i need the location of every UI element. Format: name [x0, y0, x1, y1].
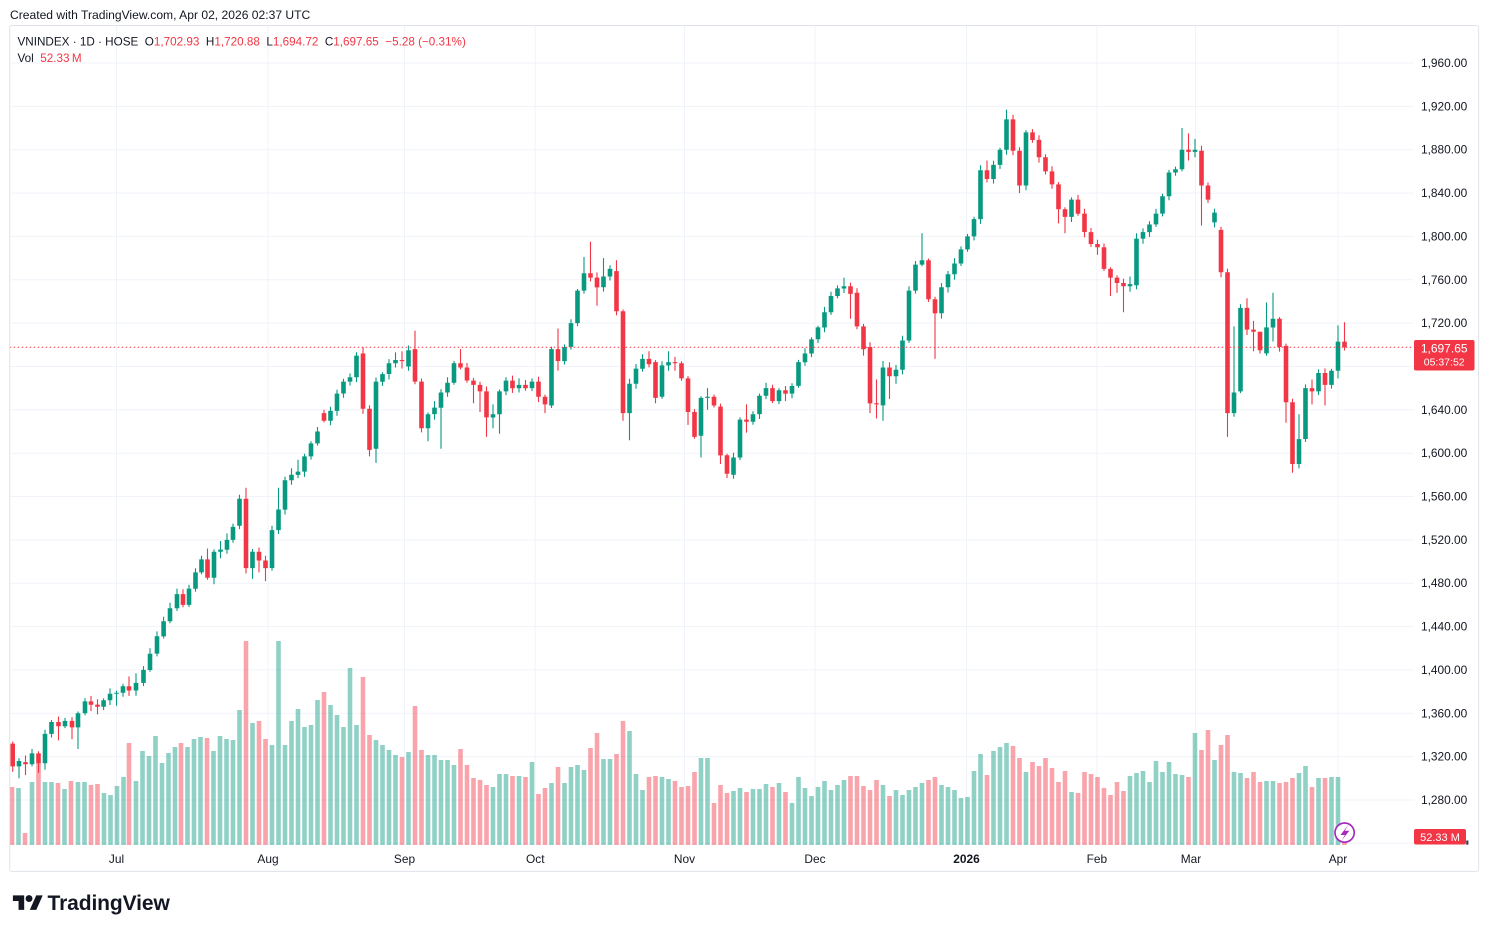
svg-text:1,920.00: 1,920.00: [1421, 99, 1468, 113]
svg-text:1,480.00: 1,480.00: [1421, 576, 1468, 590]
svg-text:1,560.00: 1,560.00: [1421, 490, 1468, 504]
svg-text:1,360.00: 1,360.00: [1421, 706, 1468, 720]
svg-text:1,697.65: 1,697.65: [1421, 342, 1468, 356]
svg-text:2026: 2026: [953, 852, 980, 866]
svg-text:05:37:52: 05:37:52: [1424, 357, 1465, 369]
svg-text:1,840.00: 1,840.00: [1421, 186, 1468, 200]
svg-text:1,320.00: 1,320.00: [1421, 750, 1468, 764]
svg-text:VNINDEX · 1D · HOSE O1,702.93: VNINDEX · 1D · HOSE O1,702.93 H1,720.88 …: [18, 36, 466, 49]
svg-text:52.33 M: 52.33 M: [1420, 832, 1460, 844]
svg-text:Feb: Feb: [1087, 852, 1108, 866]
svg-text:1,520.00: 1,520.00: [1421, 533, 1468, 547]
svg-text:Mar: Mar: [1181, 852, 1202, 866]
svg-text:1,640.00: 1,640.00: [1421, 403, 1468, 417]
svg-text:1,400.00: 1,400.00: [1421, 663, 1468, 677]
svg-text:1,960.00: 1,960.00: [1421, 56, 1468, 70]
svg-text:Created with TradingView.com,: Created with TradingView.com, Apr 02, 20…: [10, 8, 311, 22]
svg-text:TradingView: TradingView: [48, 892, 171, 915]
svg-text:Vol 52.33 M: Vol 52.33 M: [18, 52, 82, 65]
svg-text:1,760.00: 1,760.00: [1421, 273, 1468, 287]
svg-text:1,280.00: 1,280.00: [1421, 793, 1468, 807]
svg-text:Dec: Dec: [804, 852, 825, 866]
svg-text:Sep: Sep: [394, 852, 416, 866]
svg-text:1,440.00: 1,440.00: [1421, 620, 1468, 634]
svg-text:Aug: Aug: [257, 852, 278, 866]
svg-text:1,720.00: 1,720.00: [1421, 316, 1468, 330]
svg-text:1,800.00: 1,800.00: [1421, 229, 1468, 243]
svg-text:Oct: Oct: [526, 852, 545, 866]
svg-text:Nov: Nov: [674, 852, 695, 866]
svg-text:1,880.00: 1,880.00: [1421, 143, 1468, 157]
svg-text:Apr: Apr: [1329, 852, 1348, 866]
svg-text:1,600.00: 1,600.00: [1421, 446, 1468, 460]
svg-text:Jul: Jul: [109, 852, 124, 866]
